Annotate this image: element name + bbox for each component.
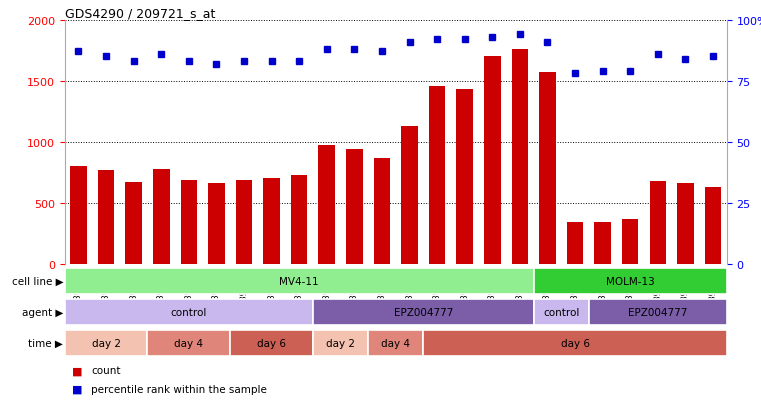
Bar (346, 150, 362, 264)
Bar (533, 268, 727, 294)
Text: day 4: day 4 (381, 338, 410, 348)
Bar (70, 167, 87, 264)
Bar (153, 169, 170, 264)
Text: ■: ■ (72, 366, 83, 375)
Text: day 4: day 4 (174, 338, 203, 348)
Bar (622, 219, 638, 264)
Bar (291, 176, 307, 264)
Bar (374, 158, 390, 264)
Bar (484, 57, 501, 264)
Text: day 2: day 2 (326, 338, 355, 348)
Bar (65, 330, 148, 356)
Bar (567, 223, 584, 264)
Bar (126, 183, 142, 264)
Text: EPZ004777: EPZ004777 (628, 307, 687, 317)
Bar (539, 73, 556, 264)
Bar (677, 184, 694, 264)
Bar (313, 299, 533, 325)
Text: EPZ004777: EPZ004777 (393, 307, 453, 317)
Text: count: count (91, 366, 121, 375)
Bar (457, 90, 473, 264)
Bar (236, 180, 252, 264)
Bar (180, 180, 197, 264)
Bar (65, 299, 313, 325)
Bar (594, 222, 611, 264)
Bar (589, 299, 727, 325)
Text: day 6: day 6 (561, 338, 590, 348)
Bar (313, 330, 368, 356)
Bar (429, 86, 445, 264)
Text: control: control (170, 307, 207, 317)
Text: day 2: day 2 (91, 338, 120, 348)
Bar (368, 330, 423, 356)
Text: control: control (543, 307, 579, 317)
Bar (209, 184, 224, 264)
Text: time ▶: time ▶ (28, 338, 63, 348)
Bar (97, 171, 114, 264)
Bar (65, 268, 533, 294)
Bar (148, 330, 230, 356)
Text: GDS4290 / 209721_s_at: GDS4290 / 209721_s_at (65, 7, 215, 19)
Text: ■: ■ (72, 384, 83, 394)
Bar (511, 50, 528, 264)
Bar (263, 179, 280, 264)
Bar (649, 181, 666, 264)
Text: MV4-11: MV4-11 (279, 276, 319, 286)
Text: agent ▶: agent ▶ (22, 307, 63, 317)
Text: cell line ▶: cell line ▶ (11, 276, 63, 286)
Bar (318, 146, 335, 264)
Bar (533, 299, 589, 325)
Text: MOLM-13: MOLM-13 (606, 276, 654, 286)
Bar (401, 127, 418, 264)
Bar (423, 330, 727, 356)
Text: percentile rank within the sample: percentile rank within the sample (91, 384, 267, 394)
Bar (705, 188, 721, 264)
Text: day 6: day 6 (257, 338, 286, 348)
Bar (230, 330, 313, 356)
